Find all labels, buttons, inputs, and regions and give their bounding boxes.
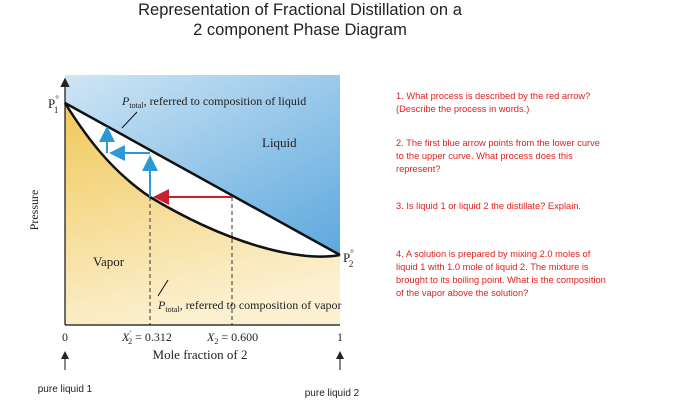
text: = 0.312 [132, 330, 172, 344]
leader-line [121, 111, 138, 129]
question: 1. What process is described by the red … [396, 91, 591, 114]
symbol: P [343, 250, 350, 265]
p1-label: P° 1 [48, 94, 59, 115]
sup: ° [350, 248, 354, 258]
text: , referred to composition of vapor [180, 298, 342, 312]
sup: ′ [129, 329, 131, 338]
x-max-label: 1 [337, 330, 343, 344]
y-axis-label: Pressure [27, 190, 41, 231]
sub: total [129, 101, 144, 110]
pure-label: pure liquid 1 [38, 384, 93, 395]
sub: 2 [214, 337, 218, 346]
symbol: X [206, 330, 215, 344]
sub: 2 [349, 259, 354, 269]
vapor-curve-label: Ptotal, referred to composition of vapor [157, 298, 342, 314]
question: 2. The first blue arrow points from the … [396, 138, 600, 174]
text: , referred to composition of liquid [144, 94, 307, 108]
region-label: Vapor [93, 254, 125, 269]
question: 4. A solution is prepared by mixing 2.0 … [396, 249, 606, 298]
symbol: P [48, 96, 55, 111]
sub: 2 [128, 337, 132, 346]
pure-label: pure liquid 2 [305, 388, 360, 399]
sub: 1 [54, 105, 59, 115]
question: 3. Is liquid 1 or liquid 2 the distillat… [396, 201, 582, 211]
p2-label: P° 2 [343, 248, 354, 269]
title-line: Representation of Fractional Distillatio… [138, 1, 462, 19]
x-min-label: 0 [62, 330, 68, 344]
symbol: P [157, 298, 166, 312]
x-vapor-label: X′ 2 = 0.312 [121, 329, 172, 346]
symbol: X [121, 330, 130, 344]
symbol: P [121, 94, 130, 108]
sub: total [165, 305, 180, 314]
x-liquid-label: X2 = 0.600 [206, 330, 258, 346]
title-line: 2 component Phase Diagram [193, 21, 407, 39]
x-axis-label: Mole fraction of 2 [153, 347, 248, 362]
title: Representation of Fractional Distillatio… [0, 0, 600, 40]
region-label: Liquid [262, 135, 297, 150]
leader-line [157, 279, 169, 297]
liquid-curve-label: Ptotal, referred to composition of liqui… [121, 94, 306, 110]
text: = 0.600 [218, 330, 258, 344]
sup: ° [55, 94, 59, 104]
